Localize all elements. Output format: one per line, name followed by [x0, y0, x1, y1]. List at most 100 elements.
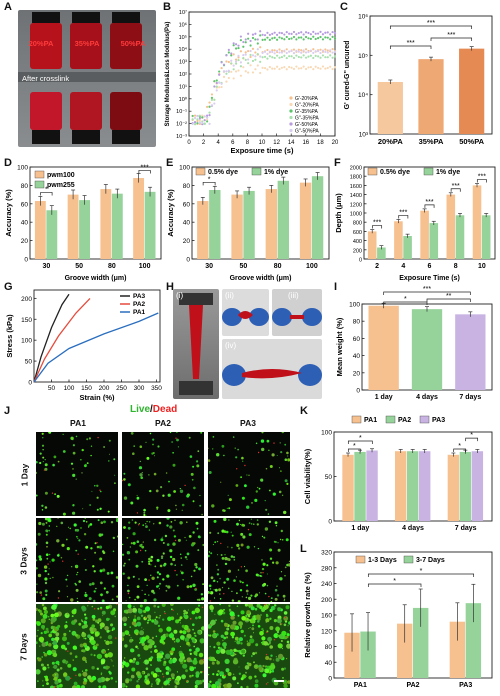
data-point [206, 114, 209, 117]
x-tick-label: 100 [306, 263, 318, 270]
chart-g-stress-strain: 0 50 100 150 200 50 100 150 200 250 300 350 Strain (… [5, 289, 162, 402]
data-point [268, 38, 271, 42]
data-point [314, 54, 317, 57]
data-point [304, 35, 308, 39]
vials-photo: 20%PA 35%PA 50%PA After crosslink [18, 10, 156, 147]
significance-label: *** [447, 32, 455, 39]
data-point [254, 68, 257, 71]
data-point [225, 54, 228, 57]
data-point [232, 64, 235, 67]
data-point [242, 45, 245, 48]
bar-0-5-dye [299, 182, 312, 259]
bar-pwm255 [46, 210, 58, 259]
data-point [295, 54, 298, 57]
significance-bracket [372, 225, 383, 229]
data-point [263, 38, 267, 41]
photo-label-iv: (iv) [225, 341, 237, 350]
data-point [201, 116, 204, 119]
significance-bracket [202, 181, 216, 186]
data-point [249, 55, 252, 59]
data-point [263, 50, 267, 53]
y-tick-label: 10⁻³ [176, 134, 187, 140]
y-tick-label: 10² [179, 72, 187, 78]
vial-label-3: 50%PA [120, 39, 146, 48]
data-point [230, 62, 233, 65]
data-point [309, 54, 312, 57]
bar-1-3-days [344, 632, 360, 678]
data-point [196, 119, 199, 123]
data-point [292, 67, 296, 71]
y-tick-label: 10⁶ [358, 14, 368, 21]
data-point [213, 85, 216, 88]
data-point [317, 32, 320, 35]
legend-1-dye: 1% dye [264, 169, 288, 176]
y-tick-label: 10⁵ [358, 53, 368, 60]
data-point [304, 48, 308, 51]
knot-photo-iii: (iii) [272, 289, 322, 336]
data-point [266, 68, 269, 71]
data-point [249, 39, 252, 43]
data-point [297, 48, 300, 51]
significance-bracket [138, 170, 151, 174]
x-tick-label: PA2 [406, 682, 419, 689]
data-point [326, 31, 329, 34]
significance-label: *** [478, 174, 486, 181]
data-point [191, 118, 194, 121]
y-tick-label: 100 [321, 430, 332, 437]
data-point [314, 50, 317, 53]
dead-label: Dead [152, 404, 178, 415]
y-tick-label: 10⁴ [358, 92, 368, 99]
vial-3 [110, 12, 142, 69]
data-point [273, 36, 276, 39]
data-point [271, 67, 274, 70]
bar-3-7-days [413, 607, 429, 678]
legend-pa3-swatch [419, 415, 430, 424]
bar-pa3 [471, 451, 484, 521]
data-point [290, 49, 293, 53]
vial-label-2: 35%PA [74, 39, 100, 48]
x-tick-label: 80 [274, 263, 282, 270]
data-point [283, 33, 286, 36]
plot-frame [191, 166, 330, 260]
x-tick-label: 1 day [375, 394, 393, 401]
legend-entry: PA2 [133, 301, 146, 308]
y-tick-label: 240 [321, 581, 332, 588]
data-point [244, 70, 247, 73]
panel-a-label: A [4, 1, 12, 13]
y-tick-label: 80 [353, 319, 361, 326]
legend-pa2: PA2 [398, 417, 411, 424]
data-point [326, 56, 329, 59]
data-point [333, 50, 337, 53]
live-dead-image-grid [36, 432, 290, 688]
data-point [232, 77, 235, 80]
data-point [331, 35, 334, 38]
legend-0-5-dye-swatch [367, 167, 378, 176]
bar-pwm100 [34, 201, 46, 259]
y-axis-title: Stress (kPa) [5, 314, 14, 358]
panel-l-label: L [300, 543, 307, 555]
significance-label: *** [373, 220, 381, 227]
data-point [280, 37, 284, 40]
y-tick-label: 100 [17, 165, 28, 172]
data-point [263, 66, 267, 70]
y-axis-title: Storage Modulus&Loss Modulus(Pa) [165, 22, 171, 127]
data-point [302, 54, 305, 57]
data-point [227, 69, 230, 72]
bar-0-5-dye [197, 201, 209, 259]
data-point [201, 121, 204, 124]
x-axis-title: Exposure Time (s) [399, 275, 460, 282]
data-point [319, 48, 322, 51]
data-point [292, 48, 296, 51]
data-point [312, 67, 315, 71]
data-point [234, 58, 238, 61]
data-point [297, 50, 300, 53]
significance-label: * [470, 432, 473, 439]
photo-label-i: (i) [176, 291, 184, 300]
data-point [314, 37, 317, 41]
vial-1-inverted [30, 92, 62, 144]
y-tick-label: 0 [186, 257, 190, 264]
significance-bracket [389, 45, 432, 49]
x-tick-label: 35%PA [419, 137, 444, 146]
bar-pa3 [419, 451, 431, 521]
data-point [275, 54, 279, 57]
